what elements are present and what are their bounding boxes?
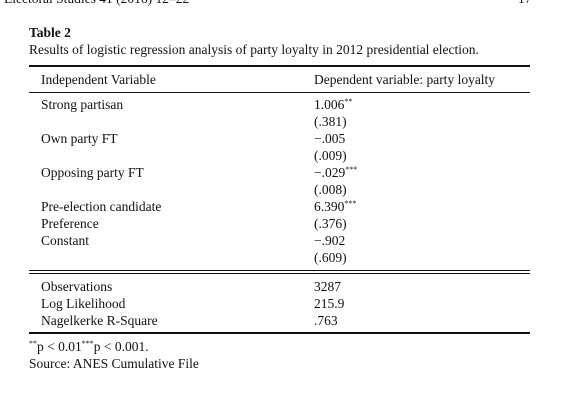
significance: *** — [345, 165, 358, 174]
row-label: Strong partisan — [41, 97, 124, 112]
column-header: Dependent variable: party loyalty — [314, 72, 496, 87]
row-value: (.376) — [314, 216, 347, 232]
bottom-rule — [29, 332, 530, 334]
table-label: Table 2 — [29, 25, 71, 40]
row-value: 3287 — [314, 279, 341, 295]
stats-rule — [29, 273, 530, 274]
value-text: −.902 — [314, 233, 346, 248]
value-text: 1.006 — [314, 97, 345, 112]
row-label: Observations — [41, 279, 113, 294]
value-text: (.009) — [314, 148, 347, 163]
value-text: (.609) — [314, 250, 347, 265]
row-value: 1.006** — [314, 97, 352, 113]
column-header: Independent Variable — [41, 72, 156, 87]
row-label: Own party FT — [41, 131, 118, 146]
row-value: −.005 — [314, 131, 345, 147]
row-label: Log Likelihood — [41, 296, 126, 311]
table-caption: Results of logistic regression analysis … — [29, 42, 479, 57]
row-value: (.008) — [314, 182, 347, 198]
stats-rule — [29, 270, 530, 271]
significance: *** — [344, 199, 357, 208]
row-value: −.029*** — [314, 165, 357, 181]
row-value: −.902 — [314, 233, 345, 249]
header-rule — [29, 92, 530, 93]
value-text: −.029 — [314, 165, 346, 180]
row-label: Preference — [41, 216, 99, 231]
source-note: Source: ANES Cumulative File — [29, 356, 199, 371]
value-text: 3287 — [314, 279, 341, 294]
row-value: (.609) — [314, 250, 347, 266]
significance: ** — [29, 339, 37, 348]
row-value: 215.9 — [314, 296, 344, 312]
value-text: (.381) — [314, 114, 347, 129]
row-label: Pre-election candidate — [41, 199, 162, 214]
row-value: 6.390*** — [314, 199, 356, 215]
footnote-text: p < 0.01 — [37, 339, 82, 354]
value-text: −.005 — [314, 131, 346, 146]
value-text: 215.9 — [314, 296, 345, 311]
value-text: 6.390 — [314, 199, 345, 214]
row-label: Constant — [41, 233, 90, 248]
value-text: .763 — [314, 313, 338, 328]
significance: *** — [81, 339, 94, 348]
journal-header: Electoral Studies 41 (2016) 12–22 — [4, 0, 189, 7]
footnote: **p < 0.01***p < 0.001. — [29, 339, 149, 355]
page-number: 17 — [518, 0, 532, 7]
top-rule — [29, 65, 530, 67]
value-text: (.376) — [314, 216, 347, 231]
row-label: Opposing party FT — [41, 165, 144, 180]
row-label: Nagelkerke R-Square — [41, 313, 158, 328]
footnote-text: p < 0.001. — [93, 339, 149, 354]
row-value: (.381) — [314, 114, 347, 130]
row-value: .763 — [314, 313, 338, 329]
significance: ** — [344, 97, 353, 106]
value-text: (.008) — [314, 182, 347, 197]
row-value: (.009) — [314, 148, 347, 164]
